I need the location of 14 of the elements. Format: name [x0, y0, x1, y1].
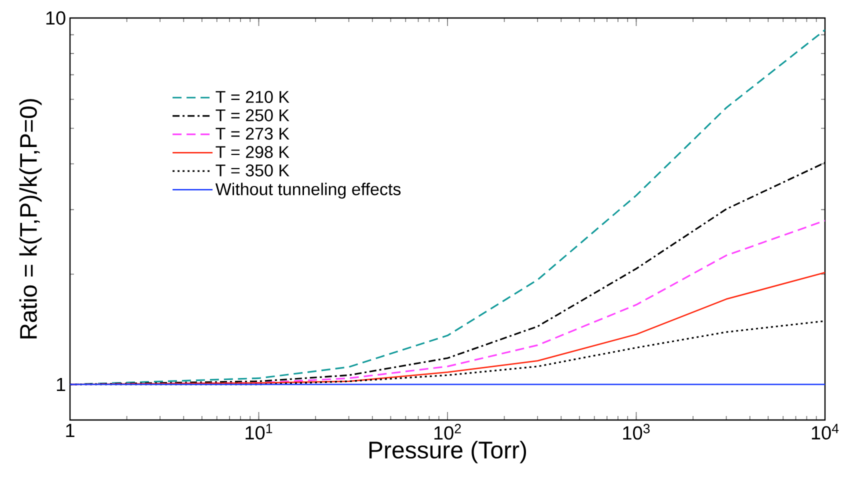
x-tick-label: 10$^{2}$ [434, 424, 461, 440]
legend-label: T = 273 K [216, 128, 290, 140]
legend-label: T = 210 K [216, 90, 290, 103]
y-axis-title: Ratio = k(T,P)/k(T,P=0) [19, 99, 42, 338]
y-tick-label: 10 [46, 11, 66, 25]
x-axis-title: Pressure (Torr) [369, 440, 526, 464]
x-tick-label: 10$^{4}$ [812, 424, 839, 440]
x-tick-label: 10$^{1}$ [246, 424, 272, 440]
legend-label: T = 298 K [216, 146, 290, 158]
legend-label: T = 350 K [216, 164, 290, 176]
x-tick-label: 1 [66, 424, 74, 437]
legend-label: Without tunneling effects [215, 182, 401, 199]
legend-label: T = 250 K [216, 109, 290, 122]
x-tick-label: 10$^{3}$ [623, 424, 650, 440]
